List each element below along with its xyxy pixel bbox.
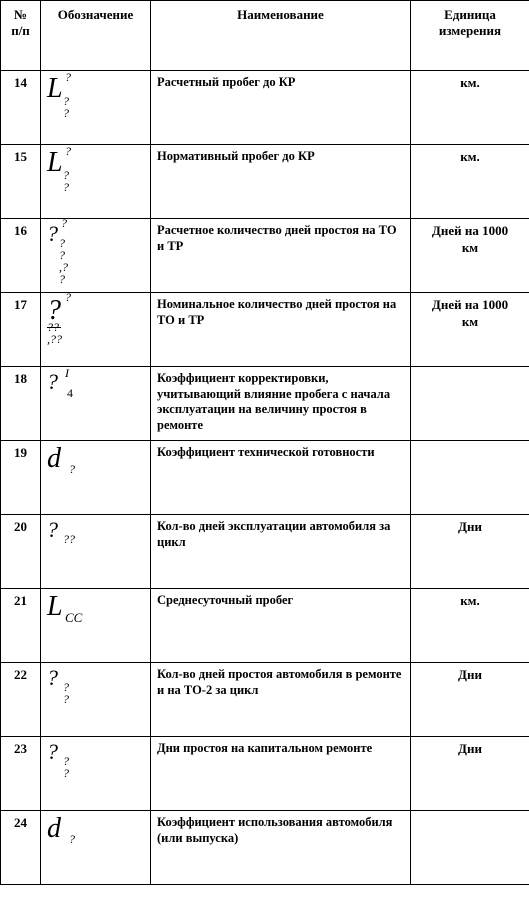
table-row: 21LСССреднесуточный пробегкм. bbox=[1, 589, 529, 663]
row-unit: Дни bbox=[411, 663, 529, 737]
row-symbol: ?I4 bbox=[41, 367, 151, 441]
table-row: 17???? ,??Номинальное количество дней пр… bbox=[1, 293, 529, 367]
table-row: 14L?? ?Расчетный пробег до КРкм. bbox=[1, 71, 529, 145]
row-name: Коэффициент технической готовности bbox=[151, 441, 411, 515]
row-unit: Дней на 1000км bbox=[411, 219, 529, 293]
row-name: Среднесуточный пробег bbox=[151, 589, 411, 663]
row-unit bbox=[411, 441, 529, 515]
row-number: 21 bbox=[1, 589, 41, 663]
col-header-unit: Единицаизмерения bbox=[411, 1, 529, 71]
row-name: Расчетный пробег до КР bbox=[151, 71, 411, 145]
row-unit: км. bbox=[411, 145, 529, 219]
row-unit: Дни bbox=[411, 737, 529, 811]
row-unit: Дней на 1000км bbox=[411, 293, 529, 367]
row-symbol: ???? ,?? bbox=[41, 293, 151, 367]
table-row: 16??? ? ,? ? Расчетное количество дней п… bbox=[1, 219, 529, 293]
col-header-number: №п/п bbox=[1, 1, 41, 71]
row-name: Расчетное количество дней простоя на ТО … bbox=[151, 219, 411, 293]
row-symbol: LСС bbox=[41, 589, 151, 663]
row-symbol: d ? bbox=[41, 441, 151, 515]
row-symbol: ? ?? bbox=[41, 515, 151, 589]
row-number: 17 bbox=[1, 293, 41, 367]
row-unit bbox=[411, 367, 529, 441]
row-unit: км. bbox=[411, 71, 529, 145]
row-unit: км. bbox=[411, 589, 529, 663]
row-number: 20 bbox=[1, 515, 41, 589]
row-symbol: ? ? ? bbox=[41, 663, 151, 737]
row-name: Номинальное количество дней простоя на Т… bbox=[151, 293, 411, 367]
row-symbol: ??? ? ,? ? bbox=[41, 219, 151, 293]
col-header-name: Наименование bbox=[151, 1, 411, 71]
parameters-table: №п/п Обозначение Наименование Единицаизм… bbox=[0, 0, 529, 885]
row-unit: Дни bbox=[411, 515, 529, 589]
row-symbol: L?? ? bbox=[41, 71, 151, 145]
row-number: 16 bbox=[1, 219, 41, 293]
table-row: 15L?? ?Нормативный пробег до КРкм. bbox=[1, 145, 529, 219]
table-row: 23? ? ?Дни простоя на капитальном ремонт… bbox=[1, 737, 529, 811]
table-row: 20? ??Кол-во дней эксплуатации автомобил… bbox=[1, 515, 529, 589]
row-name: Нормативный пробег до КР bbox=[151, 145, 411, 219]
table-row: 24d ?Коэффициент использования автомобил… bbox=[1, 811, 529, 885]
row-number: 15 bbox=[1, 145, 41, 219]
row-number: 24 bbox=[1, 811, 41, 885]
row-name: Дни простоя на капитальном ремонте bbox=[151, 737, 411, 811]
row-symbol: L?? ? bbox=[41, 145, 151, 219]
row-number: 19 bbox=[1, 441, 41, 515]
col-header-symbol: Обозначение bbox=[41, 1, 151, 71]
row-number: 18 bbox=[1, 367, 41, 441]
row-number: 14 bbox=[1, 71, 41, 145]
row-unit bbox=[411, 811, 529, 885]
row-name: Кол-во дней простоя автомобиля в ремонте… bbox=[151, 663, 411, 737]
row-symbol: d ? bbox=[41, 811, 151, 885]
row-name: Кол-во дней эксплуатации автомобиля за ц… bbox=[151, 515, 411, 589]
row-number: 23 bbox=[1, 737, 41, 811]
row-symbol: ? ? ? bbox=[41, 737, 151, 811]
table-row: 18?I4Коэффициент корректировки, учитываю… bbox=[1, 367, 529, 441]
row-name: Коэффициент использования автомобиля (ил… bbox=[151, 811, 411, 885]
table-row: 22? ? ?Кол-во дней простоя автомобиля в … bbox=[1, 663, 529, 737]
row-number: 22 bbox=[1, 663, 41, 737]
row-name: Коэффициент корректировки, учитывающий в… bbox=[151, 367, 411, 441]
header-row: №п/п Обозначение Наименование Единицаизм… bbox=[1, 1, 529, 71]
table-body: 14L?? ?Расчетный пробег до КРкм.15L?? ?Н… bbox=[1, 71, 529, 885]
table-row: 19d ?Коэффициент технической готовности bbox=[1, 441, 529, 515]
